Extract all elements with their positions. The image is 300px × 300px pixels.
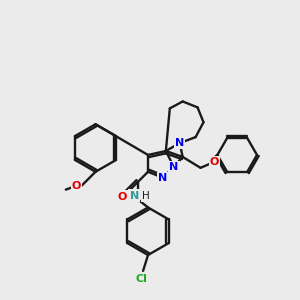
Text: O: O	[118, 192, 127, 202]
Text: N: N	[169, 162, 178, 172]
Text: N: N	[175, 138, 184, 148]
Text: H: H	[142, 190, 150, 201]
Text: O: O	[210, 157, 219, 167]
Text: N: N	[130, 190, 139, 201]
Text: O: O	[72, 181, 81, 191]
Text: N: N	[158, 173, 167, 183]
Text: Cl: Cl	[135, 274, 147, 284]
